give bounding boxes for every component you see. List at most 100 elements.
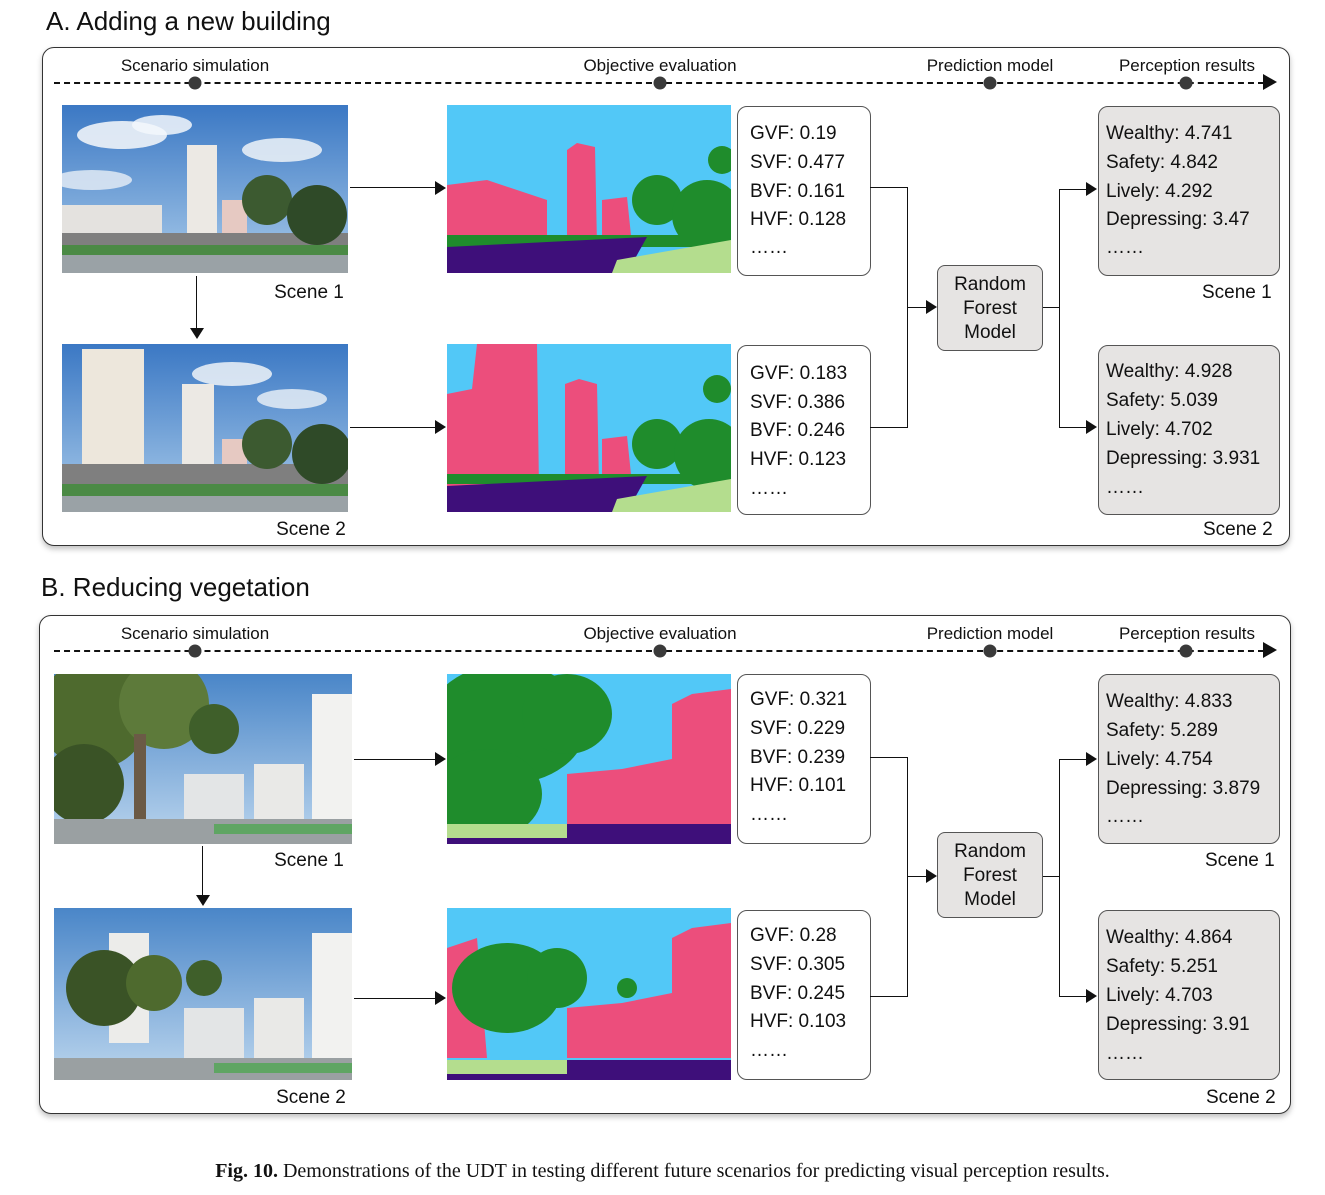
section-a-stage-dot — [653, 76, 667, 90]
metric-hvf: HVF: 0.103 — [750, 1011, 847, 1032]
result-scene-label-b2: Scene 2 — [1206, 1087, 1276, 1108]
arrowhead-b2 — [435, 991, 446, 1005]
metric-box-b2: GVF: 0.28 SVF: 0.305 BVF: 0.245 HVF: 0.1… — [737, 910, 871, 1080]
section-a-stage-dot — [1179, 76, 1193, 90]
model-label-line2: Forest — [963, 865, 1017, 886]
scene-transition-arrowhead-b — [196, 895, 210, 906]
metric-bvf: BVF: 0.161 — [750, 181, 846, 202]
stage-label-scenario-simulation: Scenario simulation — [120, 56, 270, 75]
section-a-stage-dot — [983, 76, 997, 90]
arrowhead-b-result1 — [1086, 752, 1097, 766]
scene-photo-b2 — [54, 908, 352, 1080]
metric-box-a2: GVF: 0.183 SVF: 0.386 BVF: 0.246 HVF: 0.… — [737, 345, 871, 515]
result-scene-label-a2: Scene 2 — [1203, 519, 1273, 540]
metric-gvf: GVF: 0.28 — [750, 925, 837, 946]
figure-caption-label: Fig. 10. — [215, 1160, 278, 1182]
stage-label-prediction-model: Prediction model — [926, 624, 1054, 643]
result-depressing: Depressing: 3.47 — [1106, 209, 1250, 230]
model-label-line1: Random — [954, 274, 1026, 295]
result-wealthy: Wealthy: 4.833 — [1106, 691, 1233, 712]
scene-label-b2: Scene 2 — [276, 1087, 346, 1108]
scene-label-a1: Scene 1 — [274, 282, 344, 303]
scene-photo-b1 — [54, 674, 352, 844]
result-scene-label-a1: Scene 1 — [1202, 282, 1272, 303]
metric-ellipsis: …… — [750, 804, 788, 825]
model-label-line2: Forest — [963, 298, 1017, 319]
connector-b-model-out — [1043, 876, 1060, 877]
result-ellipsis: …… — [1106, 237, 1144, 258]
result-wealthy: Wealthy: 4.864 — [1106, 927, 1233, 948]
metric-box-a1: GVF: 0.19 SVF: 0.477 BVF: 0.161 HVF: 0.1… — [737, 106, 871, 276]
result-ellipsis: …… — [1106, 477, 1144, 498]
metric-ellipsis: …… — [750, 478, 788, 499]
result-safety: Safety: 5.251 — [1106, 956, 1218, 977]
result-safety: Safety: 5.039 — [1106, 390, 1218, 411]
section-a-stage-dot — [188, 76, 202, 90]
scene-label-a2: Scene 2 — [276, 519, 346, 540]
scene-label-b1: Scene 1 — [274, 850, 344, 871]
segmentation-b1 — [447, 674, 731, 844]
arrow-line-a2 — [350, 427, 436, 428]
section-b-stage-dot — [983, 644, 997, 658]
metric-bvf: BVF: 0.239 — [750, 747, 846, 768]
arrow-line-a1 — [350, 187, 436, 188]
connector-b-results-vertical — [1059, 759, 1060, 997]
metric-gvf: GVF: 0.183 — [750, 363, 848, 384]
metric-hvf: HVF: 0.101 — [750, 775, 847, 796]
metric-svf: SVF: 0.386 — [750, 392, 846, 413]
connector-b2 — [870, 996, 908, 997]
arrowhead-a-model — [926, 300, 937, 314]
metric-hvf: HVF: 0.128 — [750, 209, 847, 230]
result-box-b1: Wealthy: 4.833 Safety: 5.289 Lively: 4.7… — [1098, 674, 1280, 844]
connector-b-vertical — [907, 757, 908, 997]
scene-transition-line-a — [196, 276, 197, 328]
arrowhead-b1 — [435, 752, 446, 766]
segmentation-a2 — [447, 344, 731, 512]
result-wealthy: Wealthy: 4.928 — [1106, 361, 1233, 382]
arrowhead-a2 — [435, 420, 446, 434]
result-box-a2: Wealthy: 4.928 Safety: 5.039 Lively: 4.7… — [1098, 345, 1280, 515]
scene-transition-arrowhead-a — [190, 328, 204, 339]
result-ellipsis: …… — [1106, 806, 1144, 827]
section-b-title: B. Reducing vegetation — [41, 572, 310, 602]
random-forest-model-a: Random Forest Model — [937, 265, 1043, 351]
arrowhead-a-result2 — [1086, 420, 1097, 434]
scene-photo-a2 — [62, 344, 348, 512]
arrow-line-b1 — [354, 759, 436, 760]
section-b-stage-dot — [188, 644, 202, 658]
model-label-line3: Model — [964, 889, 1016, 910]
figure-caption-text: Demonstrations of the UDT in testing dif… — [277, 1160, 1110, 1182]
model-label-line3: Model — [964, 322, 1016, 343]
connector-a1 — [870, 187, 908, 188]
stage-label-objective-evaluation: Objective evaluation — [583, 624, 737, 643]
metric-box-b1: GVF: 0.321 SVF: 0.229 BVF: 0.239 HVF: 0.… — [737, 674, 871, 844]
result-wealthy: Wealthy: 4.741 — [1106, 123, 1233, 144]
result-depressing: Depressing: 3.879 — [1106, 778, 1261, 799]
model-label-line1: Random — [954, 841, 1026, 862]
connector-b1 — [870, 757, 908, 758]
connector-a-results-vertical — [1059, 189, 1060, 427]
result-safety: Safety: 5.289 — [1106, 720, 1218, 741]
connector-b-result2 — [1059, 996, 1087, 997]
metric-ellipsis: …… — [750, 1040, 788, 1061]
arrowhead-b-result2 — [1086, 989, 1097, 1003]
arrowhead-a-result1 — [1086, 182, 1097, 196]
connector-a2 — [870, 427, 908, 428]
segmentation-a1 — [447, 105, 731, 273]
arrowhead-a1 — [435, 181, 446, 195]
scene-photo-a1 — [62, 105, 348, 273]
section-b-stage-dot — [653, 644, 667, 658]
result-depressing: Depressing: 3.91 — [1106, 1014, 1250, 1035]
metric-hvf: HVF: 0.123 — [750, 449, 847, 470]
stage-label-prediction-model: Prediction model — [926, 56, 1054, 75]
result-lively: Lively: 4.702 — [1106, 419, 1213, 440]
metric-bvf: BVF: 0.246 — [750, 420, 846, 441]
metric-gvf: GVF: 0.19 — [750, 123, 837, 144]
connector-a-result2 — [1059, 427, 1087, 428]
metric-bvf: BVF: 0.245 — [750, 983, 846, 1004]
result-lively: Lively: 4.292 — [1106, 181, 1213, 202]
result-safety: Safety: 4.842 — [1106, 152, 1218, 173]
connector-a-result1 — [1059, 189, 1087, 190]
result-scene-label-b1: Scene 1 — [1205, 850, 1275, 871]
metric-svf: SVF: 0.305 — [750, 954, 846, 975]
